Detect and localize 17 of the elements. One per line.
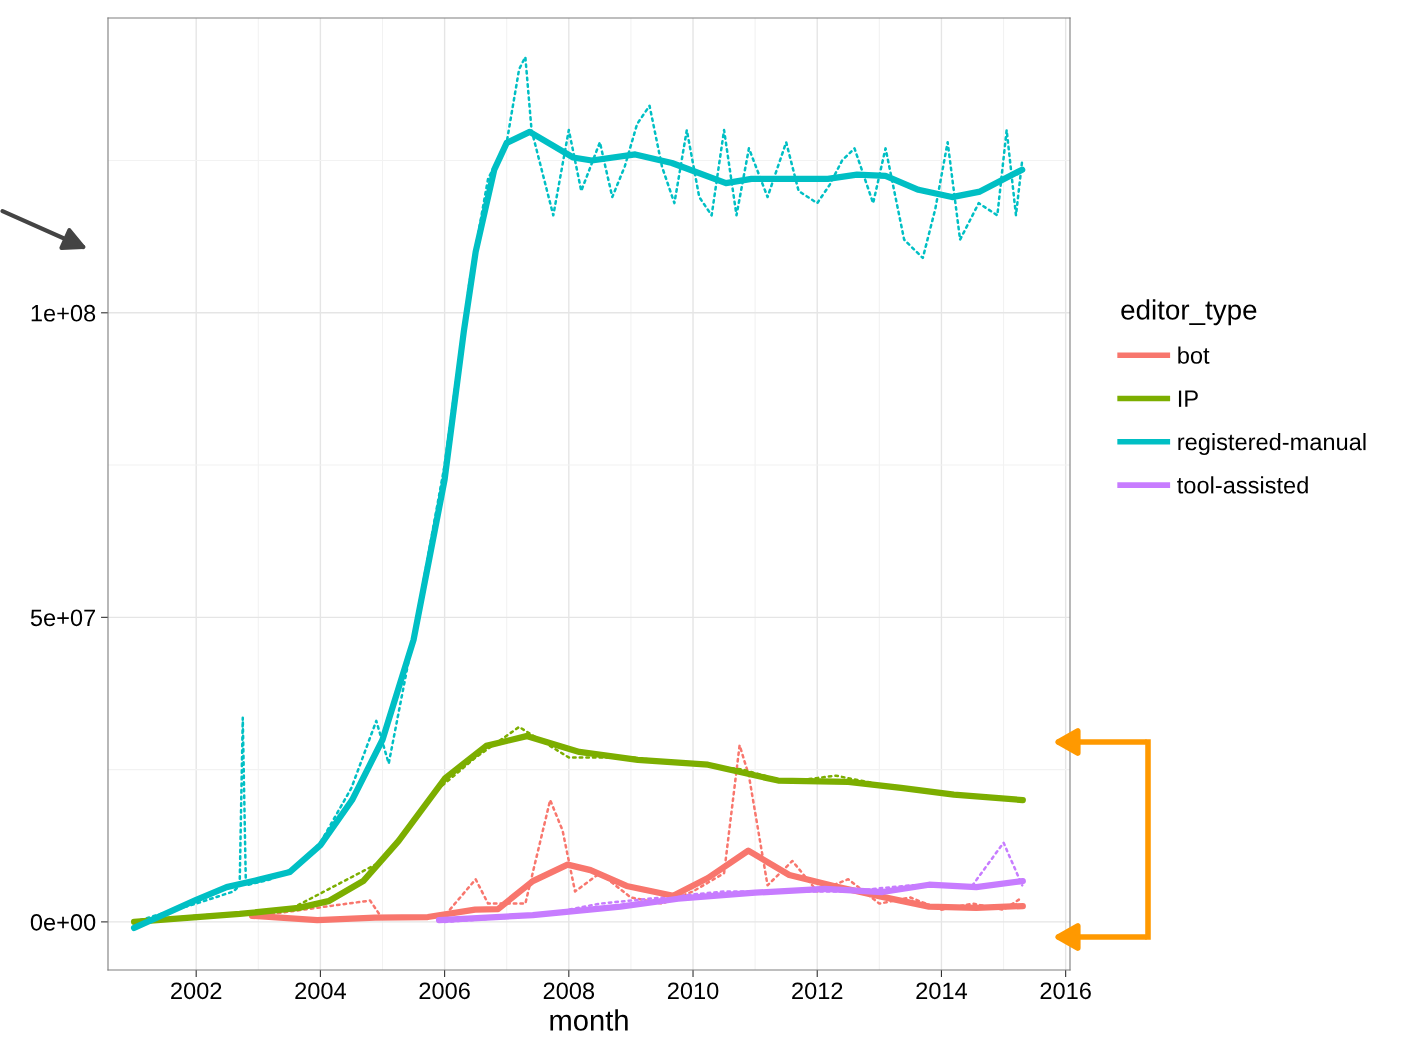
x-tick-label: 2004 (295, 982, 346, 1000)
legend-label: bot (1178, 346, 1210, 364)
y-tick-label: 1e+08 (31, 304, 96, 322)
x-tick-label: 2010 (667, 982, 719, 1000)
x-tick-label: 2008 (543, 982, 595, 1000)
x-tick-label: 2016 (1040, 982, 1091, 1000)
legend-label: tool-assisted (1177, 476, 1308, 494)
y-tick-label: 5e+07 (30, 609, 96, 627)
x-tick-label: 2002 (171, 982, 222, 1000)
legend-title: editor_type (1121, 299, 1257, 326)
x-tick-label: 2014 (916, 982, 968, 1000)
x-tick-label: 2006 (419, 982, 470, 1000)
legend-label: IP (1178, 390, 1198, 407)
x-tick-label: 2012 (792, 982, 843, 1000)
x-axis-title: month (550, 1009, 628, 1031)
y-tick-label: 0e+00 (30, 913, 96, 931)
legend-label: registered-manual (1178, 433, 1366, 456)
